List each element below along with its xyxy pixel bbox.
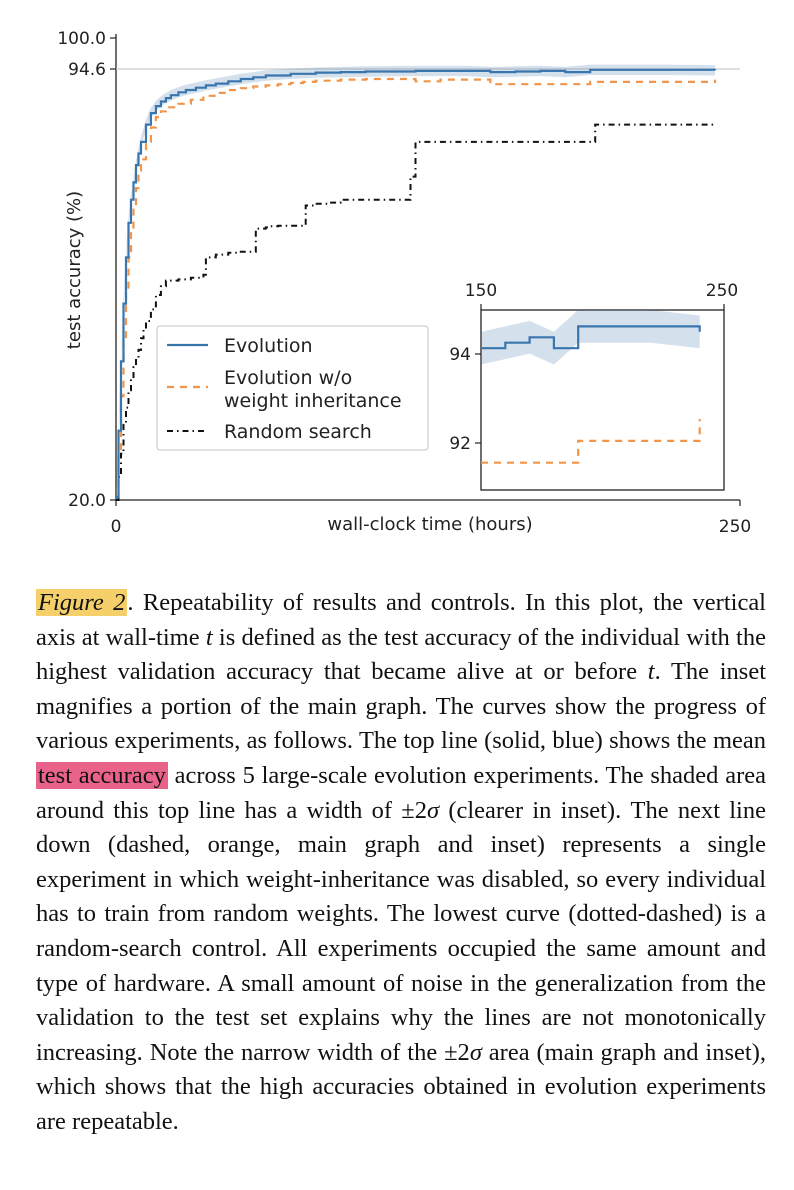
- inset-plot: 150 250 94 92: [449, 281, 738, 491]
- inset-y-tick-label-94: 94: [449, 345, 471, 365]
- legend-label-evolution-wo-line1: Evolution w/o: [224, 367, 352, 389]
- y-tick-label-bottom: 20.0: [68, 491, 106, 511]
- math-pm2: ±2: [401, 796, 427, 824]
- inset-series-line-evolution: [481, 325, 701, 350]
- caption-text-1: . Repeatability of results and controls.…: [36, 589, 766, 651]
- math-t: t: [205, 623, 213, 651]
- legend-label-evolution-wo: Evolution w/o weight inheritance: [224, 367, 402, 412]
- inset-x-tick-label-150: 150: [465, 281, 497, 301]
- series-line-evolution-wo-inheritance: [116, 77, 717, 499]
- caption-text-4: across 5 large-scale evolution experimen…: [36, 761, 766, 824]
- series-line-evolution: [116, 68, 717, 499]
- x-tick-label-end: 250: [719, 517, 751, 537]
- caption-text-3: . The inset magnifies a portion of the m…: [36, 658, 766, 755]
- legend-label-random-search: Random search: [224, 421, 372, 443]
- caption-text-2: is defined as the test accuracy of the i…: [36, 623, 766, 686]
- math-sigma: σ: [469, 1038, 482, 1066]
- inset-series-line-evolution-wo-inheritance: [481, 419, 701, 464]
- inset-y-tick-label-92: 92: [449, 434, 471, 454]
- legend-label-evolution: Evolution: [224, 335, 313, 357]
- math-sigma: σ: [426, 796, 440, 824]
- caption-text-6: area (main graph and inset), which shows…: [36, 1038, 766, 1135]
- series-line-random-search: [116, 123, 715, 501]
- inset-x-tick-label-250: 250: [706, 281, 738, 301]
- math-t: t: [647, 658, 655, 686]
- x-axis-label: wall-clock time (hours): [327, 514, 532, 535]
- highlight-test-accuracy: test accuracy: [36, 761, 168, 789]
- y-axis-label: test accuracy (%): [64, 191, 85, 349]
- figure-caption: Figure 2. Repeatability of results and c…: [36, 586, 766, 1140]
- inset-frame: [480, 309, 725, 491]
- inset-evolution-sigma-band: [481, 310, 700, 365]
- caption-text-5: (clearer in inset). The next line down (…: [36, 796, 766, 1066]
- legend: Evolution Evolution w/o weight inheritan…: [156, 325, 429, 451]
- x-tick-label-start: 0: [111, 517, 122, 537]
- legend-label-evolution-wo-line2: weight inheritance: [224, 390, 402, 412]
- math-pm2: ±2: [444, 1038, 470, 1066]
- y-tick-label-top: 100.0: [57, 29, 106, 49]
- legend-box: [156, 325, 429, 451]
- y-tick-label-ref: 94.6: [68, 60, 106, 80]
- figure-2-chart: 100.0 94.6 20.0 0 250 wall-clock time (h…: [57, 29, 751, 537]
- figure-label: Figure 2: [36, 589, 128, 616]
- main-plot: 100.0 94.6 20.0 0 250 wall-clock time (h…: [57, 29, 751, 537]
